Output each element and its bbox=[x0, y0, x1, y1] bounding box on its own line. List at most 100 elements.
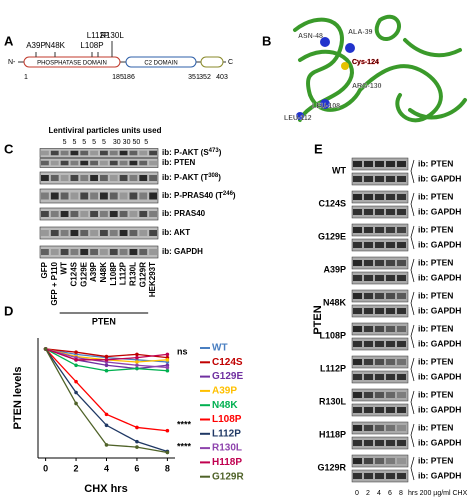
band bbox=[397, 293, 406, 299]
band bbox=[353, 293, 362, 299]
bracket bbox=[410, 192, 415, 217]
band bbox=[364, 308, 373, 314]
band bbox=[386, 392, 395, 398]
band bbox=[149, 192, 157, 200]
blot-label: ib: P-PRAS40 (T246) bbox=[162, 191, 236, 201]
band bbox=[364, 392, 373, 398]
band bbox=[353, 242, 362, 248]
unit-label: 50 bbox=[133, 139, 141, 146]
band bbox=[364, 260, 373, 266]
c-term: C bbox=[228, 59, 233, 66]
blot-label: ib: GAPDH bbox=[162, 247, 203, 256]
blot-label: ib: PTEN bbox=[418, 356, 453, 366]
band bbox=[397, 425, 406, 431]
band bbox=[375, 176, 384, 182]
panel-letter: C bbox=[4, 141, 14, 156]
band bbox=[364, 227, 373, 233]
band bbox=[364, 374, 373, 380]
panel-letter: D bbox=[4, 303, 13, 318]
band bbox=[129, 211, 138, 217]
band bbox=[364, 440, 373, 446]
band bbox=[353, 473, 362, 479]
band bbox=[41, 175, 49, 181]
band bbox=[149, 211, 157, 217]
band bbox=[364, 242, 373, 248]
band bbox=[353, 374, 362, 380]
mutation-label: L112P bbox=[87, 31, 110, 40]
blot-label: ib: PTEN bbox=[418, 158, 453, 168]
band bbox=[386, 425, 395, 431]
band bbox=[119, 249, 128, 255]
band bbox=[364, 326, 373, 332]
point bbox=[104, 354, 109, 359]
band bbox=[353, 425, 362, 431]
band bbox=[386, 440, 395, 446]
residue-label: ARG-130 bbox=[352, 83, 382, 90]
band bbox=[109, 211, 118, 217]
blot-label: ib: GAPDH bbox=[418, 173, 461, 183]
label-text: ib: AKT bbox=[162, 228, 190, 237]
point bbox=[104, 363, 109, 368]
phosphatase-domain bbox=[23, 56, 121, 68]
blot bbox=[39, 158, 159, 168]
lane-label: GFP + P110 bbox=[50, 261, 59, 305]
time-label: 2 bbox=[366, 490, 370, 497]
blot-label: ib: PTEN bbox=[418, 323, 453, 333]
sample-label: L108P bbox=[319, 330, 346, 340]
band bbox=[375, 359, 384, 365]
point bbox=[135, 355, 139, 360]
position-label: 352 bbox=[199, 74, 211, 81]
band bbox=[386, 326, 395, 332]
label-sup: 473 bbox=[209, 148, 220, 154]
band bbox=[41, 150, 49, 156]
band bbox=[119, 150, 128, 156]
blot bbox=[39, 245, 159, 259]
point bbox=[135, 366, 139, 371]
panel-letter: B bbox=[262, 33, 271, 48]
band bbox=[100, 230, 108, 236]
blot bbox=[39, 188, 159, 204]
blot-label: ib: PTEN bbox=[418, 257, 453, 267]
band bbox=[139, 150, 148, 156]
band bbox=[100, 150, 108, 156]
band bbox=[353, 341, 362, 347]
x-axis-label: CHX hrs bbox=[84, 483, 127, 495]
n-term: N- bbox=[8, 59, 16, 66]
band bbox=[397, 326, 406, 332]
band bbox=[90, 175, 98, 181]
band bbox=[364, 425, 373, 431]
band bbox=[139, 192, 148, 200]
residue-label: ALA-39 bbox=[348, 29, 373, 36]
point bbox=[135, 352, 139, 357]
band bbox=[149, 150, 157, 156]
lane-label: G129R bbox=[138, 262, 147, 288]
unit-label: 5 bbox=[82, 139, 86, 146]
point bbox=[74, 358, 78, 362]
band bbox=[364, 473, 373, 479]
band bbox=[100, 160, 108, 166]
band bbox=[386, 275, 395, 281]
band bbox=[364, 275, 373, 281]
unit-label: 30 bbox=[123, 139, 131, 146]
legend-label: L108P bbox=[212, 414, 242, 425]
bracket bbox=[410, 357, 415, 382]
blot-label: ib: P-AKT (S473) bbox=[162, 148, 222, 158]
legend-label: H118P bbox=[212, 457, 242, 468]
sample-label: L112P bbox=[320, 363, 346, 373]
band bbox=[386, 209, 395, 215]
blot bbox=[39, 226, 159, 240]
band bbox=[80, 211, 89, 217]
blot-label: ib: PTEN bbox=[418, 290, 453, 300]
header: Lentiviral particles units used bbox=[49, 126, 162, 135]
annotation: **** bbox=[177, 420, 192, 430]
band bbox=[375, 407, 384, 413]
legend-label: G129E bbox=[212, 371, 243, 382]
blot bbox=[39, 148, 159, 158]
band bbox=[139, 211, 148, 217]
blot-label: ib: PTEN bbox=[418, 422, 453, 432]
band bbox=[50, 211, 59, 217]
point bbox=[104, 358, 109, 362]
point bbox=[135, 425, 139, 430]
blot-label: ib: GAPDH bbox=[418, 338, 461, 348]
band bbox=[129, 160, 138, 166]
